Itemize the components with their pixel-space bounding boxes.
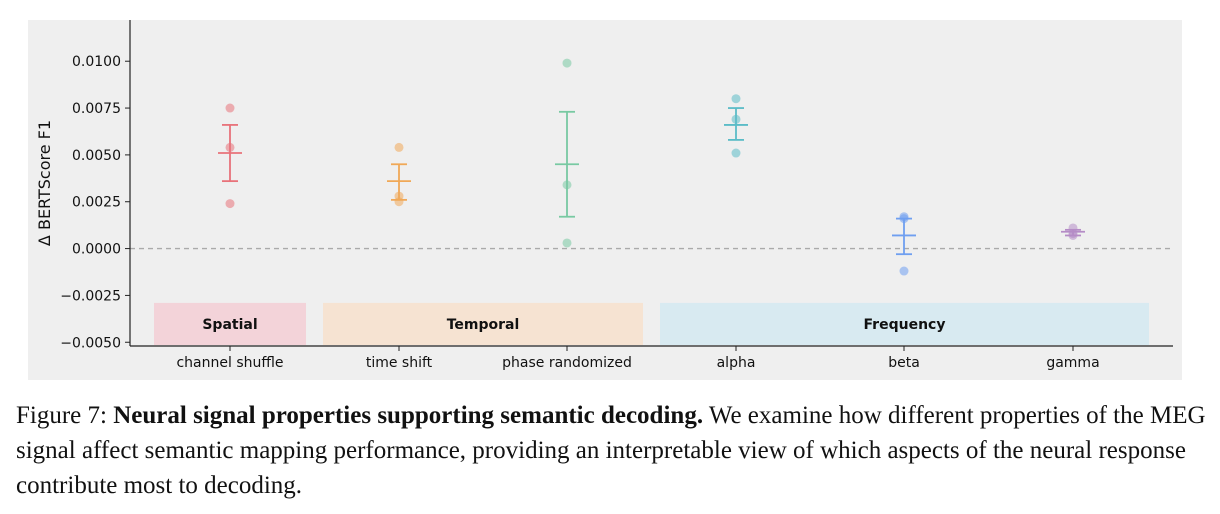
group-label: Spatial <box>202 317 257 333</box>
group-band <box>154 302 306 345</box>
data-point <box>562 238 572 248</box>
figure: Spatial Temporal Frequency −0.0050 −0.0025 0… <box>28 20 1182 380</box>
group-label: Temporal <box>447 317 520 333</box>
y-tick-label: 0.0050 <box>72 148 121 164</box>
group-label: Frequency <box>864 317 946 333</box>
y-tick-label: −0.0050 <box>60 335 121 351</box>
data-point <box>225 199 235 209</box>
group-band <box>323 302 643 345</box>
x-tick-label: channel shuffle <box>176 355 283 371</box>
figure-caption: Figure 7: Neural signal properties suppo… <box>16 398 1208 503</box>
caption-prefix: Figure 7: <box>16 402 114 429</box>
x-tick-label: beta <box>888 355 920 371</box>
y-tick-label: 0.0075 <box>72 101 121 117</box>
x-tick-label: gamma <box>1046 355 1099 371</box>
caption-title: Neural signal properties supporting sema… <box>113 402 704 429</box>
x-tick-label: phase randomized <box>502 355 632 371</box>
y-axis-label: Δ BERTScore F1 <box>35 120 54 246</box>
x-tick-label: time shift <box>366 355 433 371</box>
data-point <box>731 148 741 158</box>
x-tick-label: alpha <box>717 355 756 371</box>
chart: Spatial Temporal Frequency −0.0050 −0.0025 0… <box>28 20 1182 380</box>
data-point <box>899 266 909 276</box>
caption-body: We examine how different properties of t… <box>16 402 1206 499</box>
data-point <box>394 142 404 152</box>
y-tick-label: 0.0100 <box>72 54 121 70</box>
data-point <box>731 94 741 104</box>
data-point <box>562 58 572 68</box>
y-tick-label: −0.0025 <box>60 288 121 304</box>
data-point <box>225 103 235 113</box>
group-band <box>660 302 1149 345</box>
y-tick-label: 0.0000 <box>72 242 121 258</box>
y-tick-label: 0.0025 <box>72 195 121 211</box>
